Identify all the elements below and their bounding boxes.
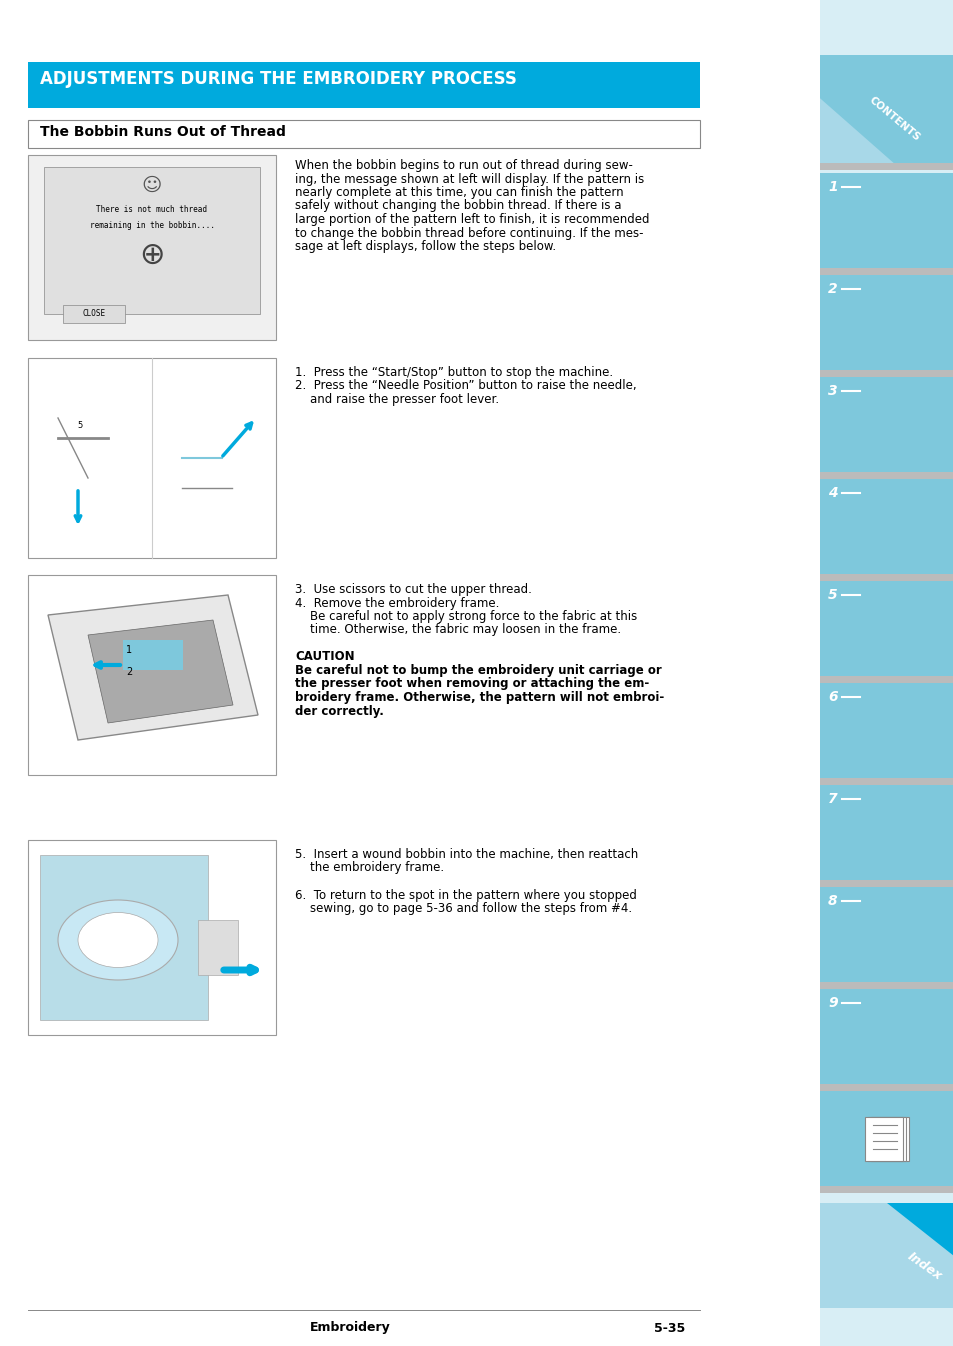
Bar	[820, 676, 953, 682]
Ellipse shape	[58, 900, 178, 980]
Bar	[820, 472, 953, 479]
Text: 6.  To return to the spot in the pattern where you stopped: 6. To return to the spot in the pattern …	[294, 888, 637, 902]
Polygon shape	[48, 595, 257, 740]
Bar	[28, 840, 275, 1035]
Bar	[123, 639, 183, 670]
Bar	[820, 0, 953, 1346]
Text: 5-35: 5-35	[653, 1322, 684, 1334]
Text: 7: 7	[827, 791, 837, 806]
Text: 8: 8	[827, 894, 837, 909]
Bar	[198, 921, 237, 975]
Text: CLOSE: CLOSE	[82, 310, 106, 319]
Bar	[820, 479, 953, 573]
Text: ⊕: ⊕	[139, 241, 165, 269]
Bar	[867, 1116, 905, 1160]
Bar	[28, 155, 275, 341]
Bar	[28, 358, 275, 559]
Bar	[820, 163, 953, 170]
Text: 3: 3	[827, 384, 837, 398]
Bar	[820, 275, 953, 370]
Text: 4: 4	[827, 486, 837, 499]
Text: ing, the message shown at left will display. If the pattern is: ing, the message shown at left will disp…	[294, 172, 643, 186]
Text: 2: 2	[126, 668, 132, 677]
Text: 1: 1	[827, 180, 837, 194]
Bar	[820, 1084, 953, 1092]
Text: sage at left displays, follow the steps below.: sage at left displays, follow the steps …	[294, 240, 556, 253]
Text: ☺: ☺	[142, 175, 162, 195]
Text: time. Otherwise, the fabric may loosen in the frame.: time. Otherwise, the fabric may loosen i…	[294, 623, 620, 637]
Bar	[28, 120, 700, 148]
Bar	[820, 880, 953, 887]
Text: 1: 1	[126, 645, 132, 656]
Bar	[820, 989, 953, 1084]
Text: to change the bobbin thread before continuing. If the mes-: to change the bobbin thread before conti…	[294, 226, 643, 240]
Polygon shape	[88, 621, 233, 723]
Text: der correctly.: der correctly.	[294, 704, 383, 717]
Bar	[870, 1116, 908, 1160]
Bar	[820, 682, 953, 778]
Bar	[820, 1203, 953, 1308]
Text: Be careful not to apply strong force to the fabric at this: Be careful not to apply strong force to …	[294, 610, 637, 623]
Text: 5: 5	[77, 420, 83, 429]
Text: ADJUSTMENTS DURING THE EMBROIDERY PROCESS: ADJUSTMENTS DURING THE EMBROIDERY PROCES…	[40, 70, 517, 87]
Text: 5: 5	[827, 588, 837, 602]
Bar	[864, 1116, 902, 1160]
Bar	[820, 268, 953, 275]
Text: broidery frame. Otherwise, the pattern will not embroi-: broidery frame. Otherwise, the pattern w…	[294, 690, 663, 704]
Bar	[40, 855, 208, 1020]
Text: Embroidery: Embroidery	[310, 1322, 390, 1334]
Text: safely without changing the bobbin thread. If there is a: safely without changing the bobbin threa…	[294, 199, 620, 213]
Bar	[44, 167, 260, 314]
Text: large portion of the pattern left to finish, it is recommended: large portion of the pattern left to fin…	[294, 213, 649, 226]
Bar	[820, 55, 953, 163]
Bar	[28, 575, 275, 775]
Bar	[820, 377, 953, 472]
Ellipse shape	[78, 913, 158, 968]
Bar	[820, 581, 953, 676]
Text: 6: 6	[827, 690, 837, 704]
Polygon shape	[820, 98, 893, 163]
Text: There is not much thread: There is not much thread	[96, 206, 208, 214]
Bar	[820, 983, 953, 989]
Bar	[820, 573, 953, 581]
Text: 2.  Press the “Needle Position” button to raise the needle,: 2. Press the “Needle Position” button to…	[294, 380, 636, 393]
Bar	[820, 1186, 953, 1193]
Text: sewing, go to page 5-36 and follow the steps from #4.: sewing, go to page 5-36 and follow the s…	[294, 902, 632, 915]
Bar	[820, 785, 953, 880]
Text: 3.  Use scissors to cut the upper thread.: 3. Use scissors to cut the upper thread.	[294, 583, 532, 596]
Text: Index: Index	[903, 1249, 943, 1283]
Text: 1.  Press the “Start/Stop” button to stop the machine.: 1. Press the “Start/Stop” button to stop…	[294, 366, 613, 380]
Text: nearly complete at this time, you can finish the pattern: nearly complete at this time, you can fi…	[294, 186, 623, 199]
Polygon shape	[886, 1203, 953, 1256]
Bar	[63, 306, 125, 323]
Text: When the bobbin begins to run out of thread during sew-: When the bobbin begins to run out of thr…	[294, 159, 632, 172]
Bar	[28, 62, 700, 108]
Bar	[820, 1092, 953, 1186]
Text: CAUTION: CAUTION	[294, 650, 355, 664]
Bar	[820, 778, 953, 785]
Text: 5.  Insert a wound bobbin into the machine, then reattach: 5. Insert a wound bobbin into the machin…	[294, 848, 638, 861]
Text: and raise the presser foot lever.: and raise the presser foot lever.	[294, 393, 498, 406]
Text: CONTENTS: CONTENTS	[866, 96, 922, 144]
Text: 2: 2	[827, 283, 837, 296]
Text: 9: 9	[827, 996, 837, 1010]
Bar	[820, 174, 953, 268]
Text: Be careful not to bump the embroidery unit carriage or: Be careful not to bump the embroidery un…	[294, 664, 661, 677]
Text: the embroidery frame.: the embroidery frame.	[294, 861, 444, 875]
Text: the presser foot when removing or attaching the em-: the presser foot when removing or attach…	[294, 677, 649, 690]
Text: 4.  Remove the embroidery frame.: 4. Remove the embroidery frame.	[294, 596, 498, 610]
Bar	[820, 370, 953, 377]
Text: remaining in the bobbin....: remaining in the bobbin....	[90, 221, 214, 230]
Bar	[820, 887, 953, 983]
Text: The Bobbin Runs Out of Thread: The Bobbin Runs Out of Thread	[40, 125, 286, 139]
